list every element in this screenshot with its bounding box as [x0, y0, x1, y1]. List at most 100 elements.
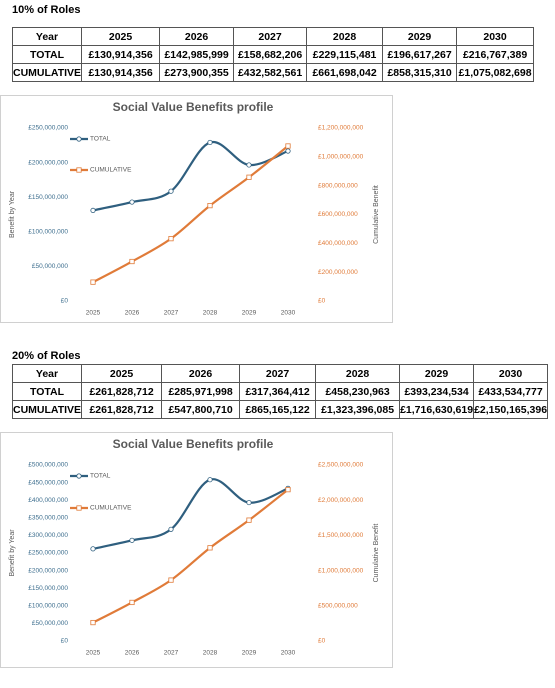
y-axis-label: Benefit by Year — [9, 529, 16, 577]
y2-tick-label: £2,500,000,000 — [318, 462, 364, 469]
x-tick-label: 2027 — [164, 310, 179, 317]
y-tick-label: £150,000,000 — [28, 585, 68, 592]
point-marker — [246, 174, 252, 180]
legend-marker — [76, 136, 82, 142]
table-row: TOTAL £130,914,356 £142,985,999 £158,682,20… — [11, 45, 535, 64]
legend-label: TOTAL — [90, 136, 111, 143]
point-marker — [168, 526, 174, 532]
header-cell: 2030 — [456, 27, 535, 46]
cell: £261,828,712 — [81, 382, 163, 401]
y2-tick-label: £500,000,000 — [318, 603, 358, 610]
header-cell: Year — [11, 27, 83, 46]
header-cell: 2029 — [382, 27, 458, 46]
cell: £393,234,534 — [399, 382, 475, 401]
line-series — [92, 488, 289, 624]
y-tick-label: £400,000,000 — [28, 497, 68, 504]
point-marker — [168, 236, 174, 242]
y-tick-label: £200,000,000 — [28, 159, 68, 166]
x-tick-label: 2028 — [203, 650, 218, 657]
y-tick-label: £150,000,000 — [28, 194, 68, 201]
x-tick-label: 2029 — [242, 650, 257, 657]
cell: £858,315,310 — [382, 63, 458, 82]
point-marker — [246, 162, 252, 168]
y-tick-label: £450,000,000 — [28, 479, 68, 486]
chart: Social Value Benefits profile £0 £50,000,0… — [0, 432, 393, 668]
table-row: CUMULATIVE £261,828,712 £547,800,710 £865,1… — [11, 400, 549, 419]
y-tick-label: £250,000,000 — [28, 550, 68, 557]
y2-tick-label: £400,000,000 — [318, 240, 358, 247]
point-marker — [246, 517, 252, 523]
y-tick-label: £350,000,000 — [28, 515, 68, 522]
y-tick-label: £500,000,000 — [28, 462, 68, 469]
row-label: CUMULATIVE — [11, 400, 83, 419]
y2-tick-label: £600,000,000 — [318, 211, 358, 218]
header-cell: 2025 — [81, 27, 161, 46]
y-tick-label: £50,000,000 — [32, 263, 69, 270]
x-tick-label: 2026 — [125, 310, 140, 317]
chart-title: Social Value Benefits profile — [113, 100, 274, 114]
legend-marker — [76, 473, 82, 479]
header-cell: 2027 — [233, 27, 308, 46]
y2-axis-label: Cumulative Benefit — [373, 185, 380, 244]
cell: £216,767,389 — [456, 45, 535, 64]
point-marker — [207, 545, 213, 551]
chart: Social Value Benefits profile £0 £50,000,0… — [0, 95, 393, 323]
header-row: Year 2025 2026 2027 2028 2029 2030 — [11, 364, 549, 383]
cell: £458,230,963 — [315, 382, 401, 401]
cell: £142,985,999 — [159, 45, 235, 64]
header-cell: Year — [11, 364, 83, 383]
y2-tick-label: £1,000,000,000 — [318, 567, 364, 574]
point-marker — [129, 599, 135, 606]
section-heading: 10% of Roles — [12, 4, 81, 16]
cell: £1,716,630,619 — [399, 400, 475, 419]
cell: £229,115,481 — [306, 45, 384, 64]
cell: £2,150,165,396 — [473, 400, 549, 419]
point-marker — [285, 143, 291, 149]
y-tick-label: £0 — [61, 298, 69, 305]
chart-border — [0, 432, 393, 668]
legend-marker — [76, 505, 82, 511]
y-tick-label: £100,000,000 — [28, 229, 68, 236]
row-label: TOTAL — [11, 45, 83, 64]
chart-title: Social Value Benefits profile — [113, 437, 274, 451]
data-table: Year 2025 2026 2027 2028 2029 2030 TOTAL £261,82… — [11, 364, 549, 419]
header-cell: 2026 — [159, 27, 235, 46]
y-tick-label: £200,000,000 — [28, 567, 68, 574]
point-marker — [90, 207, 96, 214]
row-label: TOTAL — [11, 382, 83, 401]
point-marker — [90, 279, 96, 285]
cell: £1,323,396,085 — [315, 400, 401, 419]
point-marker — [207, 203, 213, 209]
cell: £273,900,355 — [159, 63, 235, 82]
point-marker — [168, 577, 174, 583]
y2-tick-label: £2,000,000,000 — [318, 497, 364, 504]
x-tick-label: 2027 — [164, 650, 179, 657]
line-series — [92, 145, 289, 284]
y2-tick-label: £1,000,000,000 — [318, 154, 364, 161]
row-label: CUMULATIVE — [11, 63, 83, 82]
x-tick-label: 2026 — [125, 650, 140, 657]
cell: £196,617,267 — [382, 45, 458, 64]
header-cell: 2028 — [306, 27, 384, 46]
point-marker — [90, 619, 96, 626]
point-marker — [129, 258, 135, 265]
y2-tick-label: £1,200,000,000 — [318, 125, 364, 132]
legend-label: CUMULATIVE — [90, 167, 132, 174]
y-tick-label: £50,000,000 — [32, 620, 69, 627]
header-cell: 2028 — [315, 364, 401, 383]
y2-axis-label: Cumulative Benefit — [373, 524, 380, 583]
header-cell: 2027 — [239, 364, 317, 383]
y2-tick-label: £200,000,000 — [318, 269, 358, 276]
chart-border — [0, 95, 393, 323]
point-marker — [129, 199, 135, 205]
y2-tick-label: £0 — [318, 298, 326, 305]
cell: £317,364,412 — [239, 382, 317, 401]
point-marker — [285, 487, 291, 493]
x-tick-label: 2030 — [281, 650, 296, 657]
y-axis-label: Benefit by Year — [9, 190, 16, 238]
point-marker — [246, 499, 252, 506]
header-cell: 2030 — [473, 364, 549, 383]
cell: £432,582,561 — [233, 63, 308, 82]
cell: £865,165,122 — [239, 400, 317, 419]
